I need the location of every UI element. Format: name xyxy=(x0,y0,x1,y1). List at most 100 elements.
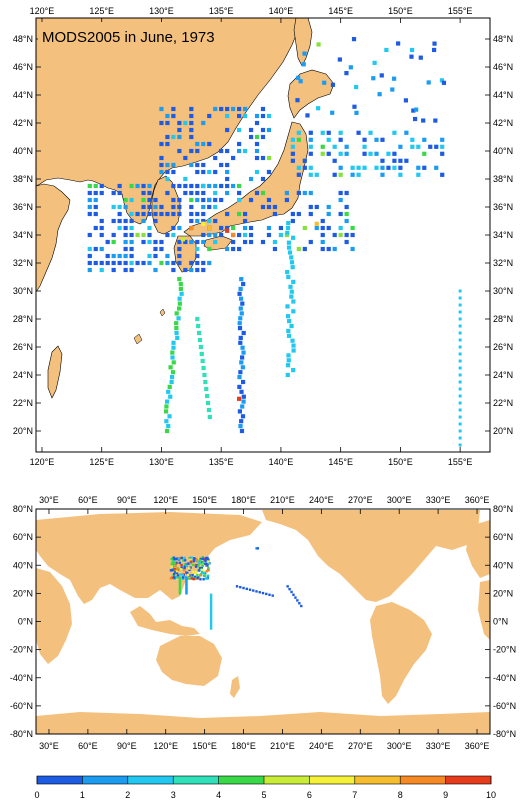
observation-cell xyxy=(266,225,272,231)
observation-cell xyxy=(189,566,192,569)
observation-cell xyxy=(330,110,335,115)
observation-cell xyxy=(239,389,244,394)
lat-label-right: -80°N xyxy=(493,729,516,739)
colorbar-label: 3 xyxy=(171,790,176,800)
regional-map-ticks: 120°E 120°E 125°E 125°E 130°E 130°E 135°E 135°E… xyxy=(13,6,513,467)
observation-cell xyxy=(286,221,291,226)
observation-cell xyxy=(209,608,213,611)
observation-cell xyxy=(290,158,295,163)
observation-cell xyxy=(177,557,181,560)
observation-cell xyxy=(171,232,176,238)
observation-cell xyxy=(117,260,122,266)
observation-cell xyxy=(171,211,176,217)
observation-cell xyxy=(188,556,191,560)
observation-cell xyxy=(178,579,182,582)
observation-cell xyxy=(99,246,104,252)
lat-label-left: 28°N xyxy=(13,314,33,324)
observation-cell xyxy=(254,141,260,147)
observation-cell xyxy=(416,165,421,170)
observation-cell xyxy=(414,107,419,112)
observation-cell xyxy=(202,372,207,378)
lat-label-left: 60°N xyxy=(13,532,33,542)
observation-cell xyxy=(202,578,205,581)
lat-label-right: -60°N xyxy=(493,701,516,711)
observation-cell xyxy=(185,586,188,589)
observation-cell xyxy=(207,225,212,231)
observation-cell xyxy=(422,137,427,142)
observation-cell xyxy=(278,232,284,238)
observation-cell xyxy=(204,386,209,392)
observation-cell xyxy=(171,267,176,273)
observation-cell xyxy=(296,130,301,135)
observation-cell xyxy=(201,232,206,238)
observation-cell xyxy=(111,239,116,245)
observation-cell xyxy=(255,547,258,550)
observation-cell xyxy=(165,141,170,147)
observation-cell xyxy=(301,62,306,67)
lat-label-left: 0°N xyxy=(18,617,33,627)
observation-cell xyxy=(123,267,128,273)
observation-cell xyxy=(201,239,206,245)
lon-label-top: 125°E xyxy=(89,6,114,16)
observation-cell xyxy=(196,323,201,329)
observation-cell xyxy=(183,563,187,567)
observation-cell xyxy=(326,246,331,252)
observation-cell xyxy=(135,183,140,189)
observation-cell xyxy=(354,84,359,90)
observation-cell xyxy=(201,162,206,168)
observation-cell xyxy=(290,144,295,149)
observation-cell xyxy=(288,284,293,289)
observation-cell xyxy=(189,204,194,210)
observation-cell xyxy=(189,106,194,112)
observation-cell xyxy=(404,158,409,163)
observation-cell xyxy=(237,127,242,133)
observation-cell xyxy=(308,211,313,217)
observation-cell xyxy=(207,183,212,189)
observation-cell xyxy=(337,57,342,62)
observation-cell xyxy=(379,73,384,78)
observation-cell xyxy=(177,183,182,189)
observation-cell xyxy=(129,197,134,203)
lat-label-right: 38°N xyxy=(493,174,513,184)
observation-cell xyxy=(238,335,243,340)
observation-cell xyxy=(87,190,92,196)
observation-cell xyxy=(178,582,182,585)
global-map-ticks: 30°E 30°E 60°E 60°E 90°E 90°E 120°E 120°E 150°E 1… xyxy=(10,495,516,751)
observation-cell xyxy=(344,190,349,196)
observation-cell xyxy=(291,348,296,353)
observation-cell xyxy=(200,566,204,570)
observation-cell xyxy=(197,569,201,572)
observation-cell xyxy=(87,260,92,266)
observation-cell xyxy=(181,577,185,580)
observation-cell xyxy=(237,375,242,380)
observation-cell xyxy=(231,225,236,231)
observation-cell xyxy=(171,562,174,565)
observation-cell xyxy=(238,296,244,301)
observation-cell xyxy=(392,151,397,156)
observation-cell xyxy=(209,612,213,615)
observation-cell xyxy=(320,239,325,245)
observation-cell xyxy=(141,183,146,189)
lat-label-left: -60°N xyxy=(10,701,33,711)
observation-cell xyxy=(105,253,110,259)
observation-cell xyxy=(237,211,242,217)
lat-label-right: 40°N xyxy=(493,146,513,156)
observation-cell xyxy=(213,106,218,112)
observation-cell xyxy=(332,246,337,252)
observation-cell xyxy=(398,158,403,163)
observation-cell xyxy=(296,211,301,217)
colorbar-segment xyxy=(218,776,264,784)
observation-cell xyxy=(285,270,290,275)
observation-cell xyxy=(194,571,197,575)
lon-label-bottom: 210°E xyxy=(270,741,295,751)
south-america xyxy=(370,602,432,704)
observation-cell xyxy=(195,162,200,168)
observation-cell xyxy=(384,47,389,53)
observation-cell xyxy=(99,190,104,196)
observation-cell xyxy=(111,190,116,196)
observation-cell xyxy=(207,246,212,252)
lat-label-right: 30°N xyxy=(493,286,513,296)
observation-cell xyxy=(178,576,182,580)
observation-cell xyxy=(165,134,170,140)
